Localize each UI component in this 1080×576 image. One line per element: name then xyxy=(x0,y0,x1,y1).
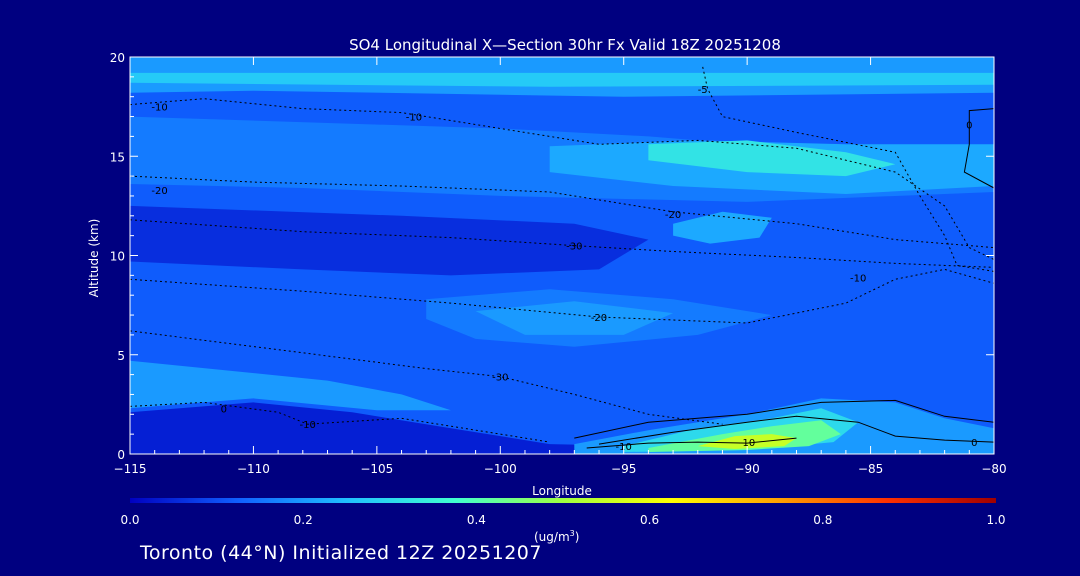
y-tick-label: 0 xyxy=(117,448,125,462)
y-axis-label: Altitude (km) xyxy=(87,219,101,298)
fill-level-15 xyxy=(697,434,797,449)
colorbar-gradient xyxy=(130,498,996,503)
colorbar-tick-label: 0.6 xyxy=(640,513,659,527)
contour-line-7 xyxy=(574,399,994,439)
y-tick-label: 10 xyxy=(110,250,125,264)
contour-label-11: 0 xyxy=(221,404,227,415)
y-tick-label: 5 xyxy=(117,349,125,363)
contour-line-8 xyxy=(598,415,994,445)
contour-line-9 xyxy=(586,437,797,449)
chart-title: SO4 Longitudinal X—Section 30hr Fx Valid… xyxy=(349,36,781,54)
y-tick-label: 15 xyxy=(110,150,125,164)
x-tick-label: −90 xyxy=(734,462,759,476)
contour-label-9: -30 xyxy=(492,373,508,384)
colorbar-tick-label: 1.0 xyxy=(986,513,1005,527)
y-tick-label: 20 xyxy=(110,51,125,65)
contour-label-7: -20 xyxy=(591,313,607,324)
x-tick-label: −100 xyxy=(484,462,517,476)
colorbar-unit: (ug/m3) xyxy=(534,529,579,544)
fill-level-6 xyxy=(673,211,772,244)
contour-line-3 xyxy=(130,219,994,268)
colorbar-tick-label: 0.8 xyxy=(813,513,832,527)
y-axis: 0 5 10 15 20 xyxy=(110,51,994,462)
contour-label-6: -30 xyxy=(566,242,582,253)
fill-level-10 xyxy=(130,360,451,411)
contour-label-5: -20 xyxy=(665,210,681,221)
contour-label-14: 0 xyxy=(971,438,977,449)
contour-line-1 xyxy=(702,66,994,272)
fill-level-7 xyxy=(130,205,649,276)
concentration-fill-layers xyxy=(130,57,994,454)
fill-level-11 xyxy=(130,402,994,454)
x-tick-label: −85 xyxy=(858,462,883,476)
colorbar-tick-label: 0.2 xyxy=(294,513,313,527)
x-axis: −115 −110 −105 −100 −95 −90 −85 −80 xyxy=(114,57,1007,476)
x-tick-label: −115 xyxy=(114,462,147,476)
colorbar-ticks: 0.0 0.2 0.4 0.6 0.8 1.0 xyxy=(120,513,1005,527)
colorbar-tick-label: 0.4 xyxy=(467,513,486,527)
contour-label-2: -5 xyxy=(698,85,708,96)
contour-line-10 xyxy=(963,108,994,189)
fill-level-2 xyxy=(130,72,994,87)
colorbar: 0.0 0.2 0.4 0.6 0.8 1.0 (ug/m3) xyxy=(120,498,1006,544)
contour-label-10: -10 xyxy=(300,420,316,431)
x-tick-label: −80 xyxy=(981,462,1006,476)
colorbar-tick-label: 0.0 xyxy=(120,513,139,527)
x-tick-label: −95 xyxy=(611,462,636,476)
contour-label-4: -20 xyxy=(151,186,167,197)
footer-location: Toronto (44°N) Initialized 12Z 20251207 xyxy=(140,542,542,564)
x-tick-label: −110 xyxy=(237,462,270,476)
contour-label-8: -10 xyxy=(850,273,866,284)
contour-label-1: -10 xyxy=(406,113,422,124)
contour-line-5 xyxy=(130,330,723,425)
temperature-contour-lines xyxy=(130,66,994,449)
contour-line-6 xyxy=(130,401,550,443)
contour-label-13: -10 xyxy=(739,438,755,449)
contour-label-3: 0 xyxy=(966,121,972,132)
contour-line-0 xyxy=(130,98,994,260)
x-axis-label: Longitude xyxy=(532,484,592,498)
plot-area: -10-10-50-20-20-30-20-10-30-100-10 -10 0 xyxy=(130,57,994,454)
contour-label-0: -10 xyxy=(151,103,167,114)
x-tick-label: −105 xyxy=(360,462,393,476)
fill-level-5 xyxy=(648,140,896,177)
